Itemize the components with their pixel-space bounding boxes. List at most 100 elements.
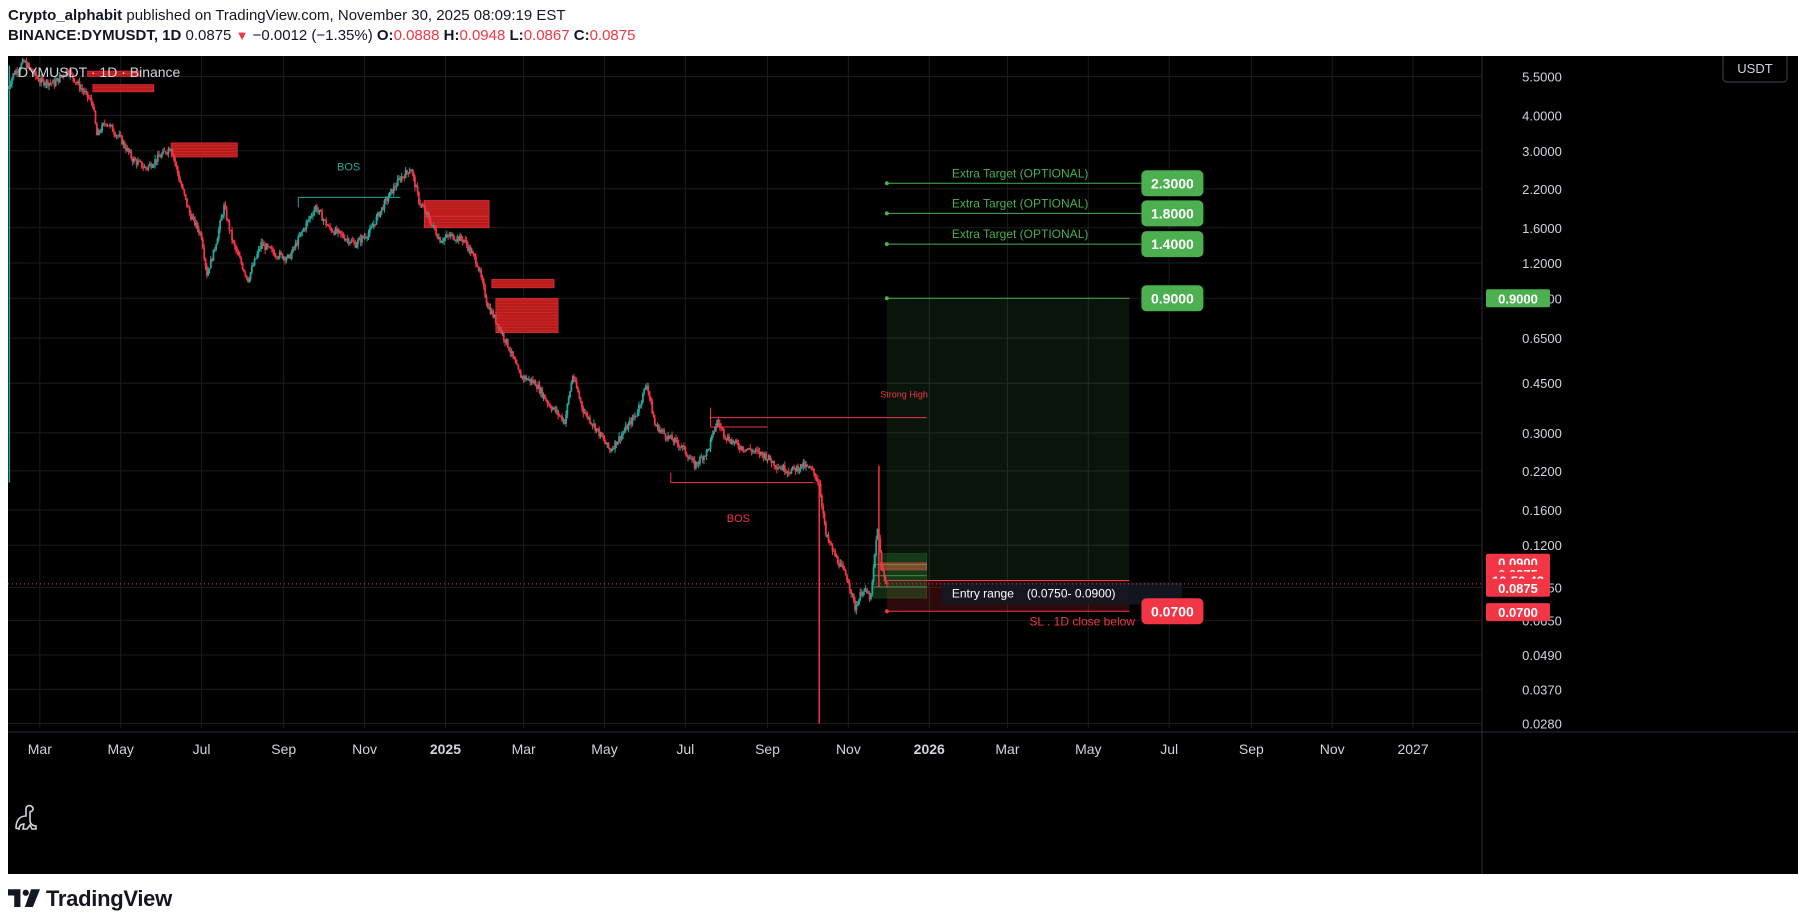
profit-area — [886, 298, 1130, 581]
candle-body — [87, 97, 90, 99]
currency-button[interactable]: USDT — [1722, 56, 1788, 83]
candle-body — [786, 471, 789, 473]
candle-body — [423, 206, 426, 209]
target-badge-bg — [1141, 285, 1204, 312]
candle-body — [836, 556, 839, 564]
candle-body — [338, 229, 341, 232]
candle-body — [60, 75, 62, 77]
candle-body — [640, 402, 643, 406]
candle-body — [416, 186, 419, 193]
stop-anchor — [884, 609, 889, 614]
candle-body — [452, 234, 455, 240]
candle-body — [657, 425, 660, 433]
candle-body — [445, 234, 448, 238]
candle-body — [32, 71, 35, 74]
candle-body — [744, 450, 746, 452]
price-badge: 0.9000 — [1498, 291, 1538, 306]
candle-body — [795, 466, 798, 472]
candle-body — [667, 435, 670, 440]
candle-body — [28, 63, 31, 68]
candle-body — [227, 219, 229, 221]
candle-body — [789, 472, 791, 474]
candle-body — [807, 466, 810, 468]
candle-body — [838, 563, 841, 567]
price-scale[interactable]: 5.50004.00003.00002.20001.60001.20000.90… — [1522, 69, 1562, 731]
candle-body — [318, 209, 321, 212]
supply-zone — [92, 84, 155, 93]
tradingview-logo-icon[interactable] — [8, 889, 40, 909]
candle-body — [437, 237, 440, 239]
dino-icon[interactable] — [15, 804, 37, 831]
candle-body — [53, 80, 56, 86]
candle-body — [441, 241, 444, 243]
author-name[interactable]: Crypto_alphabit — [8, 7, 123, 24]
candle-body — [364, 236, 367, 238]
candle-body — [276, 256, 278, 258]
candle-body — [710, 435, 713, 440]
candle-body — [265, 244, 268, 250]
candle-body — [607, 442, 610, 449]
candle-body — [321, 211, 324, 221]
candle-body — [337, 229, 339, 233]
candle-body — [402, 176, 404, 178]
candle-body — [301, 231, 304, 233]
high-value: 0.0948 — [459, 27, 506, 44]
candle-body — [553, 407, 556, 409]
candle-body — [152, 164, 155, 167]
candle-body — [501, 332, 504, 334]
long-position-tool[interactable]: Entry range (0.0750- 0.0900) SL . 1D close… — [873, 285, 1204, 628]
candle-body — [330, 228, 333, 232]
candle-body — [510, 351, 513, 354]
candle-body — [343, 237, 346, 241]
extra-target-badge: 2.3000 — [1151, 175, 1194, 191]
candle-body — [407, 172, 410, 174]
candle-body — [188, 207, 191, 214]
extra-target-label: Extra Target (OPTIONAL) — [952, 196, 1088, 210]
candle-body — [131, 158, 134, 163]
candle-body — [38, 81, 41, 83]
x-tick-label: Mar — [512, 741, 536, 757]
supply-zone — [879, 562, 927, 571]
stop-badge: 0.0700 — [1151, 603, 1194, 619]
candle-body — [105, 124, 107, 126]
candle-body — [598, 428, 601, 437]
candle-body — [839, 563, 842, 567]
candle-body — [176, 166, 179, 174]
low-value: 0.0867 — [523, 27, 570, 44]
candle-body — [223, 204, 225, 216]
candle-body — [840, 563, 843, 565]
candle-body — [844, 570, 847, 576]
candle-body — [300, 232, 302, 236]
candle-body — [368, 228, 371, 233]
candle-body — [781, 467, 784, 471]
candle-body — [284, 257, 286, 261]
candle-body — [852, 593, 855, 601]
candle-body — [325, 219, 328, 226]
candle-body — [201, 238, 204, 249]
candle-body — [184, 194, 187, 199]
candle-body — [363, 236, 366, 238]
candle-body — [268, 246, 271, 248]
candle-body — [814, 473, 817, 478]
candle-body — [323, 219, 326, 221]
candle-body — [624, 425, 627, 431]
candle-body — [74, 82, 77, 84]
price-chart[interactable]: Entry range (0.0750- 0.0900) SL . 1D close… — [8, 56, 1798, 874]
candle-body — [248, 278, 251, 282]
candle-body — [331, 231, 334, 233]
candle-body — [412, 172, 415, 177]
candle-body — [673, 438, 676, 443]
candle-body — [561, 416, 563, 421]
candle-body — [773, 461, 776, 466]
candle-body — [229, 229, 232, 231]
candle-body — [362, 236, 365, 238]
candle-body — [639, 405, 642, 407]
candle-body — [530, 379, 533, 383]
candle-body — [753, 450, 756, 452]
candle-body — [884, 576, 887, 583]
candle-body — [581, 401, 583, 408]
time-scale[interactable]: Mar May Jul Sep Nov 2025 Mar May Jul Sep Nov 2026 Ma… — [28, 741, 1429, 757]
candle-body — [557, 410, 559, 416]
candle-body — [281, 253, 284, 259]
candle-body — [233, 242, 236, 246]
